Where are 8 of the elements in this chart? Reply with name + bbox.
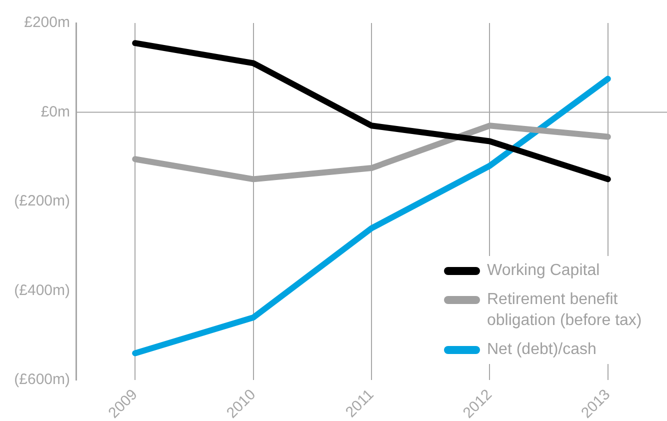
y-tick-label: (£200m) bbox=[14, 192, 70, 210]
y-tick-label: £200m bbox=[24, 14, 70, 32]
y-tick-label: £0m bbox=[40, 103, 70, 120]
y-tick-label: (£600m) bbox=[14, 371, 70, 388]
y-tick-label: (£400m) bbox=[14, 282, 70, 299]
legend-label: Retirement benefit obligation (before tax) bbox=[487, 290, 643, 331]
legend-label: Working Capital bbox=[487, 261, 601, 281]
legend-label: Net (debt)/cash bbox=[487, 340, 598, 360]
